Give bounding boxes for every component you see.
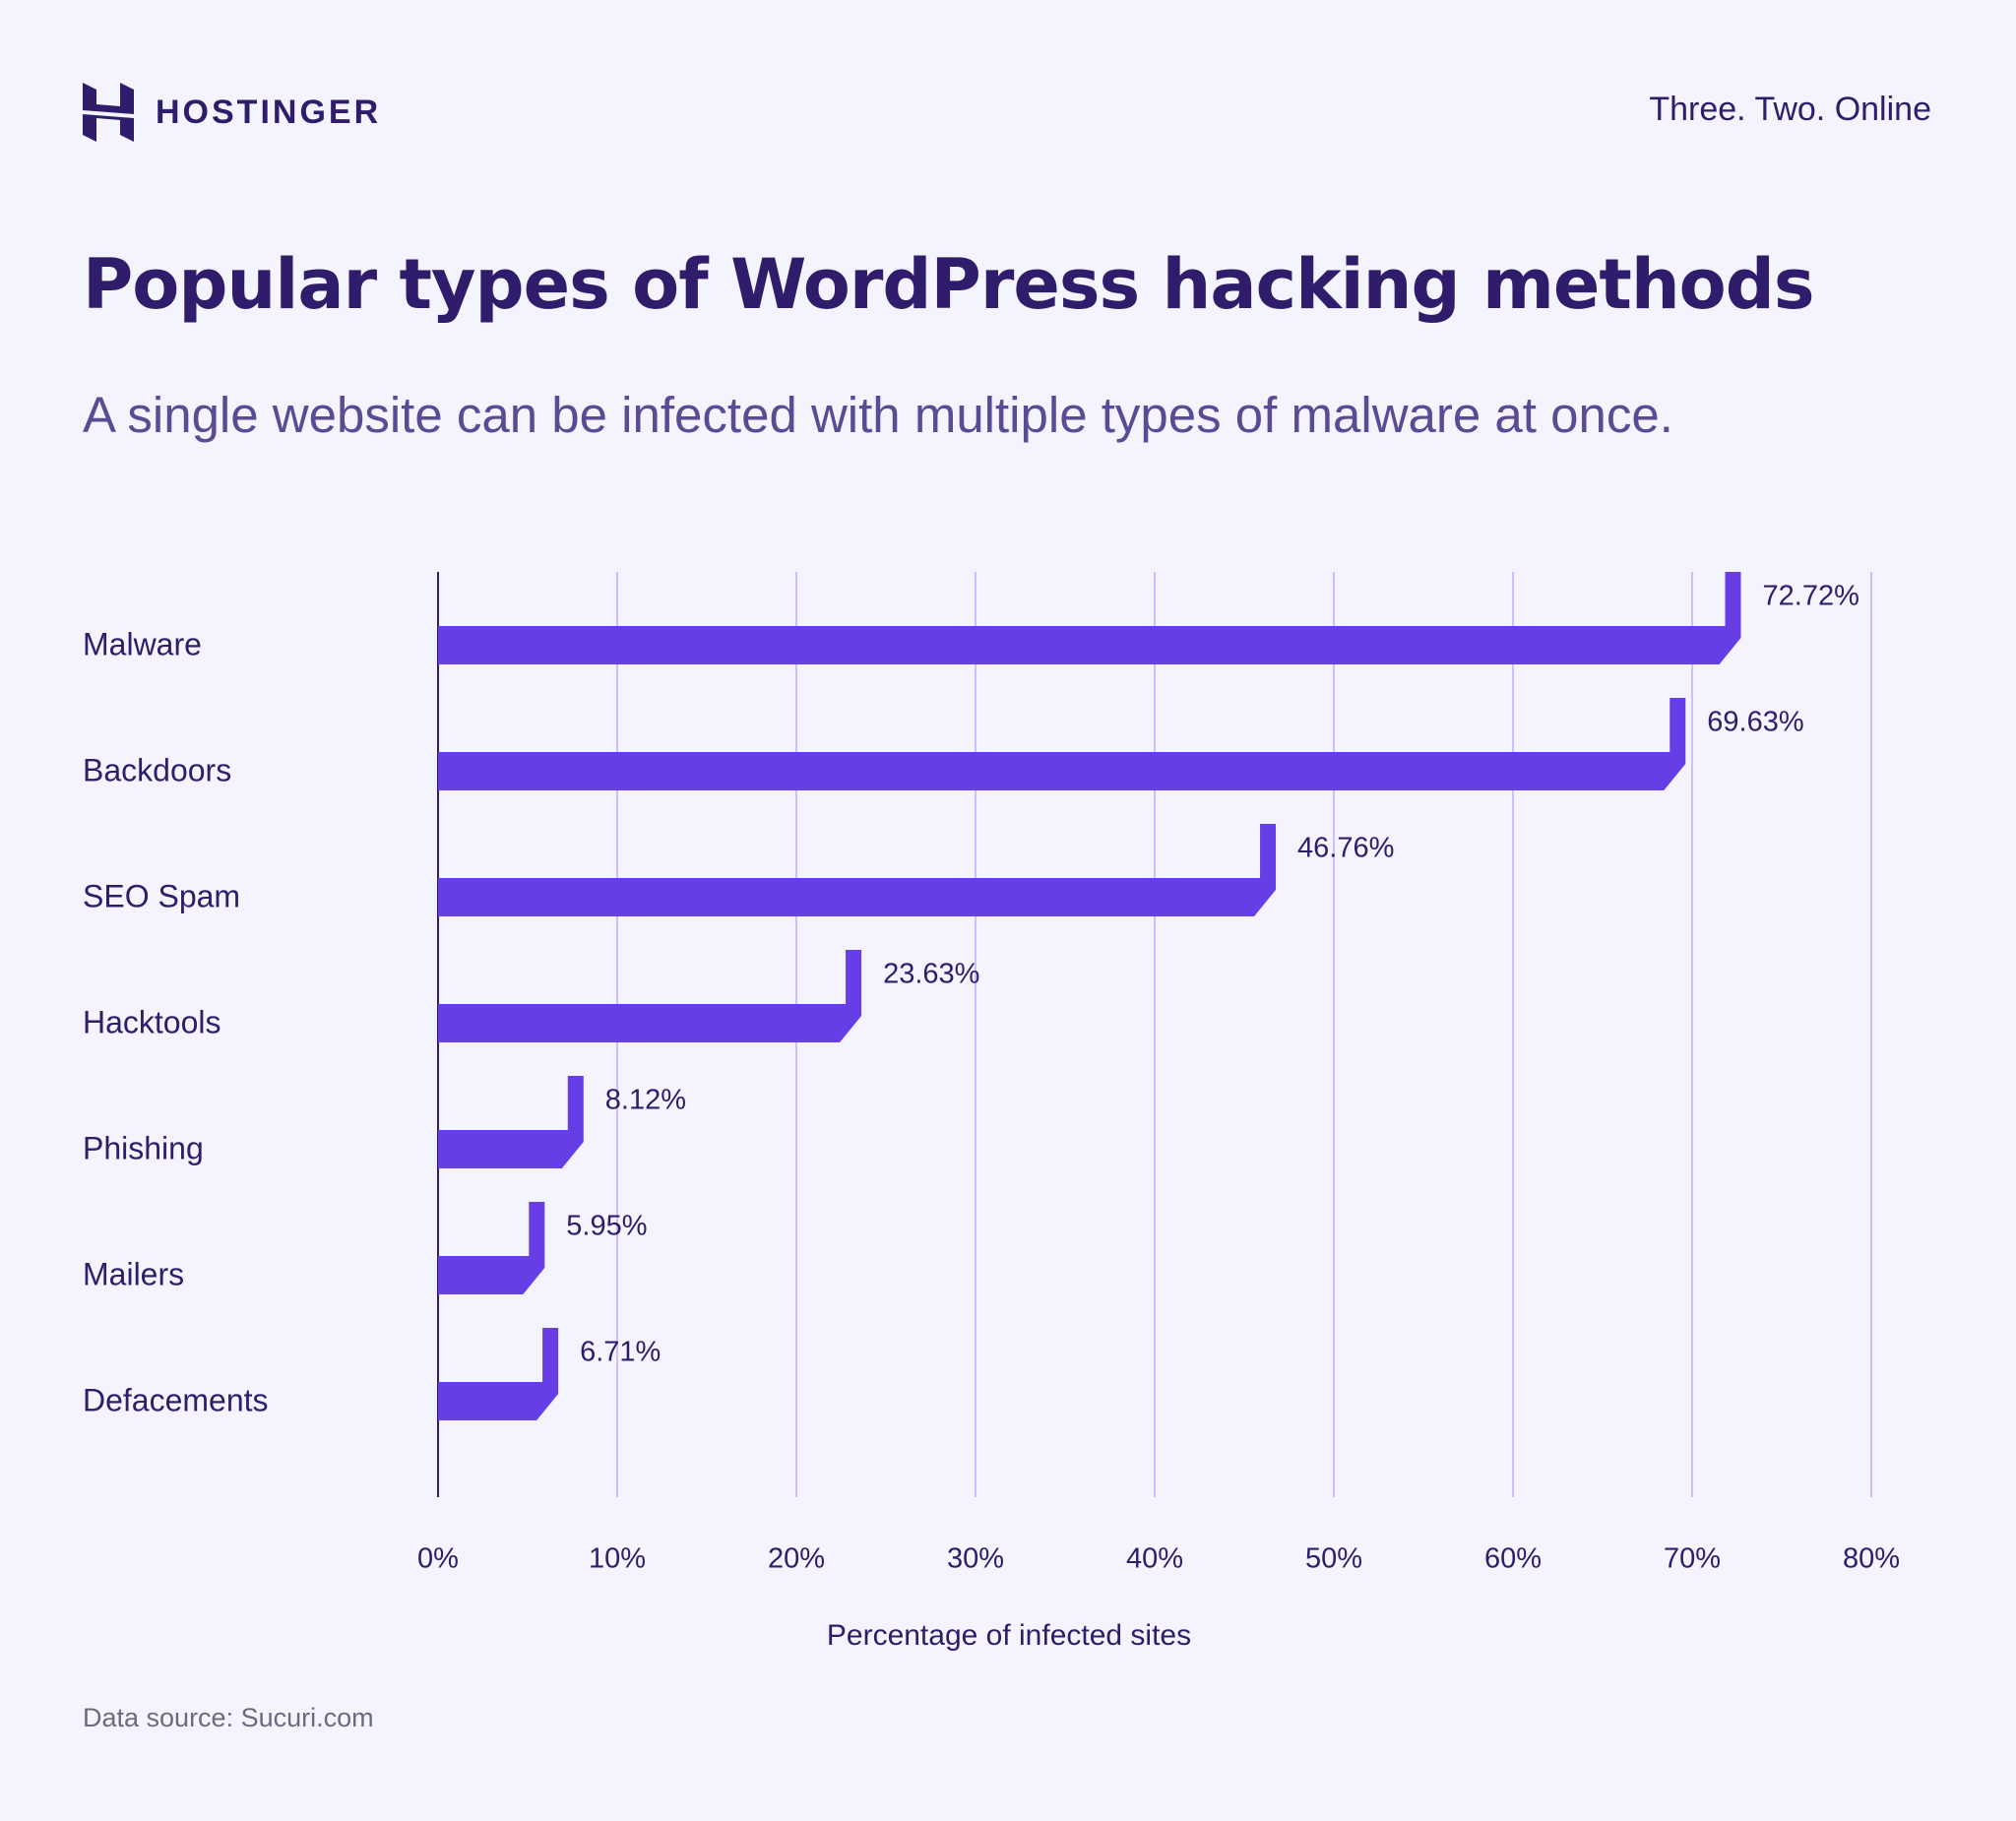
bar-mailers <box>438 1202 545 1294</box>
data-label: 69.63% <box>1707 707 1803 738</box>
bar-hacktools <box>438 950 862 1042</box>
x-tick-label: 80% <box>1842 1542 1901 1575</box>
bar-seo-spam <box>438 824 1277 916</box>
category-label: Malware <box>83 626 202 662</box>
data-label: 6.71% <box>580 1337 661 1368</box>
bar-defacements <box>438 1328 559 1420</box>
hostinger-logo-icon <box>83 83 134 142</box>
category-label: Backdoors <box>83 752 232 788</box>
bar-malware <box>438 572 1741 664</box>
data-source: Data source: Sucuri.com <box>83 1703 374 1732</box>
x-tick-label: 10% <box>588 1542 647 1575</box>
x-tick-label: 50% <box>1304 1542 1363 1575</box>
x-tick-label: 70% <box>1663 1542 1722 1575</box>
bar-phishing <box>438 1076 584 1168</box>
data-label: 46.76% <box>1297 833 1394 864</box>
bar-backdoors <box>438 698 1686 790</box>
brand-logo: HOSTINGER <box>83 83 381 142</box>
category-label: Phishing <box>83 1130 204 1166</box>
x-tick-label: 60% <box>1483 1542 1543 1575</box>
chart-title: Popular types of WordPress hacking metho… <box>83 244 1815 325</box>
chart-subtitle: A single website can be infected with mu… <box>83 387 1673 443</box>
category-label: SEO Spam <box>83 878 241 914</box>
data-label: 23.63% <box>883 959 979 990</box>
data-label: 5.95% <box>566 1211 647 1242</box>
category-label: Mailers <box>83 1256 185 1292</box>
data-label: 72.72% <box>1763 581 1859 612</box>
x-tick-label: 30% <box>946 1542 1005 1575</box>
category-label: Hacktools <box>83 1004 221 1040</box>
x-tick-label: 40% <box>1125 1542 1184 1575</box>
x-tick-label: 20% <box>767 1542 826 1575</box>
data-label: 8.12% <box>605 1085 686 1116</box>
brand-tagline: Three. Two. Online <box>1649 91 1931 128</box>
brand-name: HOSTINGER <box>156 93 382 131</box>
x-axis-label: Percentage of infected sites <box>826 1619 1192 1652</box>
category-label: Defacements <box>83 1382 269 1418</box>
x-tick-label: 0% <box>417 1542 459 1575</box>
